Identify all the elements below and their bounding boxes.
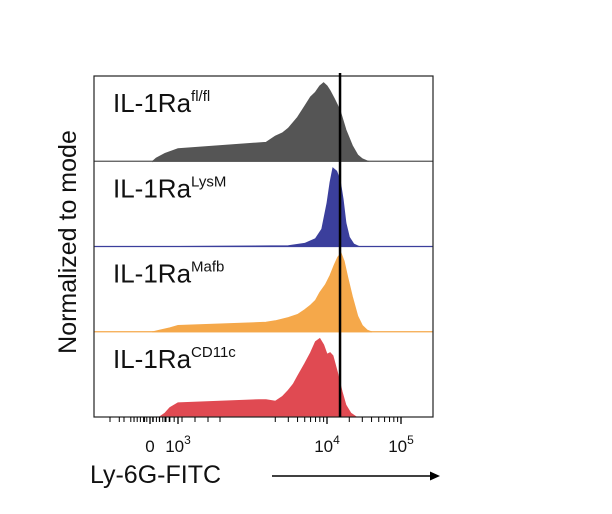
histogram-panels: IL-1Rafl/fl IL-1RaLysM IL-1RaMafb IL-1RaCD1… (94, 82, 433, 418)
histogram-area (152, 82, 369, 163)
histogram-panel: IL-1RaMafb (94, 252, 433, 333)
x-axis-label: Ly-6G-FITC (90, 461, 221, 489)
histogram-panel: IL-1Rafl/fl (94, 82, 433, 163)
x-tick-label: 0 (145, 437, 154, 456)
histogram-area (152, 252, 373, 333)
plot-frame (93, 75, 434, 418)
x-tick-label: 103 (165, 433, 191, 456)
histogram-area (157, 337, 358, 418)
series-label: IL-1RaCD11c (113, 344, 236, 374)
series-label: IL-1RaLysM (113, 173, 226, 203)
x-minor-ticks (109, 417, 399, 422)
histogram-panel: IL-1RaCD11c (113, 337, 358, 418)
x-tick-label: 105 (388, 433, 414, 456)
x-tick-labels: 0 103 104 105 (145, 433, 414, 456)
series-label: IL-1Rafl/fl (113, 88, 210, 118)
histogram-panel: IL-1RaLysM (94, 167, 433, 248)
x-major-ticks (149, 417, 402, 424)
y-axis-label: Normalized to mode (54, 130, 82, 354)
series-label: IL-1RaMafb (113, 259, 224, 289)
x-tick-label: 104 (314, 433, 340, 456)
x-axis-arrowhead (430, 471, 440, 481)
